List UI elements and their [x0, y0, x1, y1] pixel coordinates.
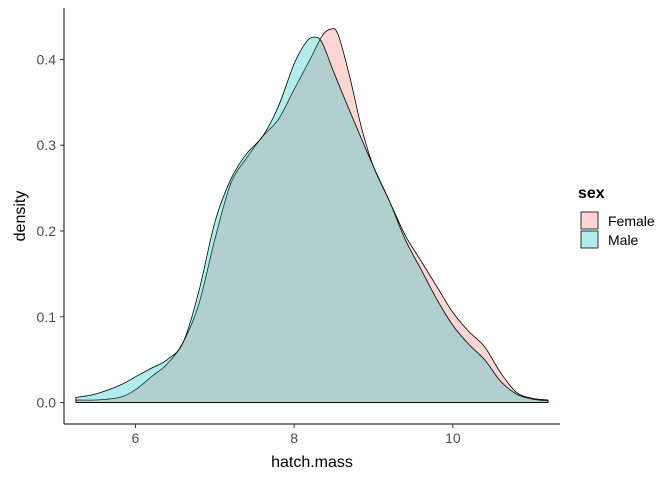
- y-tick-label: 0.0: [37, 395, 57, 411]
- y-tick-label: 0.4: [37, 51, 57, 67]
- y-tick-label: 0.1: [37, 309, 57, 325]
- y-axis-ticks: 0.0 0.1 0.2 0.3 0.4: [37, 51, 64, 411]
- legend-label-female: Female: [608, 213, 655, 229]
- legend-key-male: [580, 230, 599, 249]
- legend-key-female: [580, 211, 599, 230]
- legend-label-male: Male: [608, 232, 639, 248]
- density-areas: [75, 28, 549, 403]
- legend: sex Female Male: [578, 185, 655, 249]
- x-tick-label: 6: [132, 430, 140, 446]
- density-area-male: [75, 36, 549, 403]
- y-tick-label: 0.2: [37, 223, 57, 239]
- x-axis-ticks: 6 8 10: [132, 424, 461, 446]
- density-area-female: [75, 28, 549, 403]
- x-tick-label: 10: [445, 430, 461, 446]
- legend-title: sex: [578, 185, 605, 202]
- x-tick-label: 8: [290, 430, 298, 446]
- y-axis-title: density: [12, 191, 29, 242]
- x-axis-title: hatch.mass: [271, 454, 353, 471]
- y-tick-label: 0.3: [37, 137, 57, 153]
